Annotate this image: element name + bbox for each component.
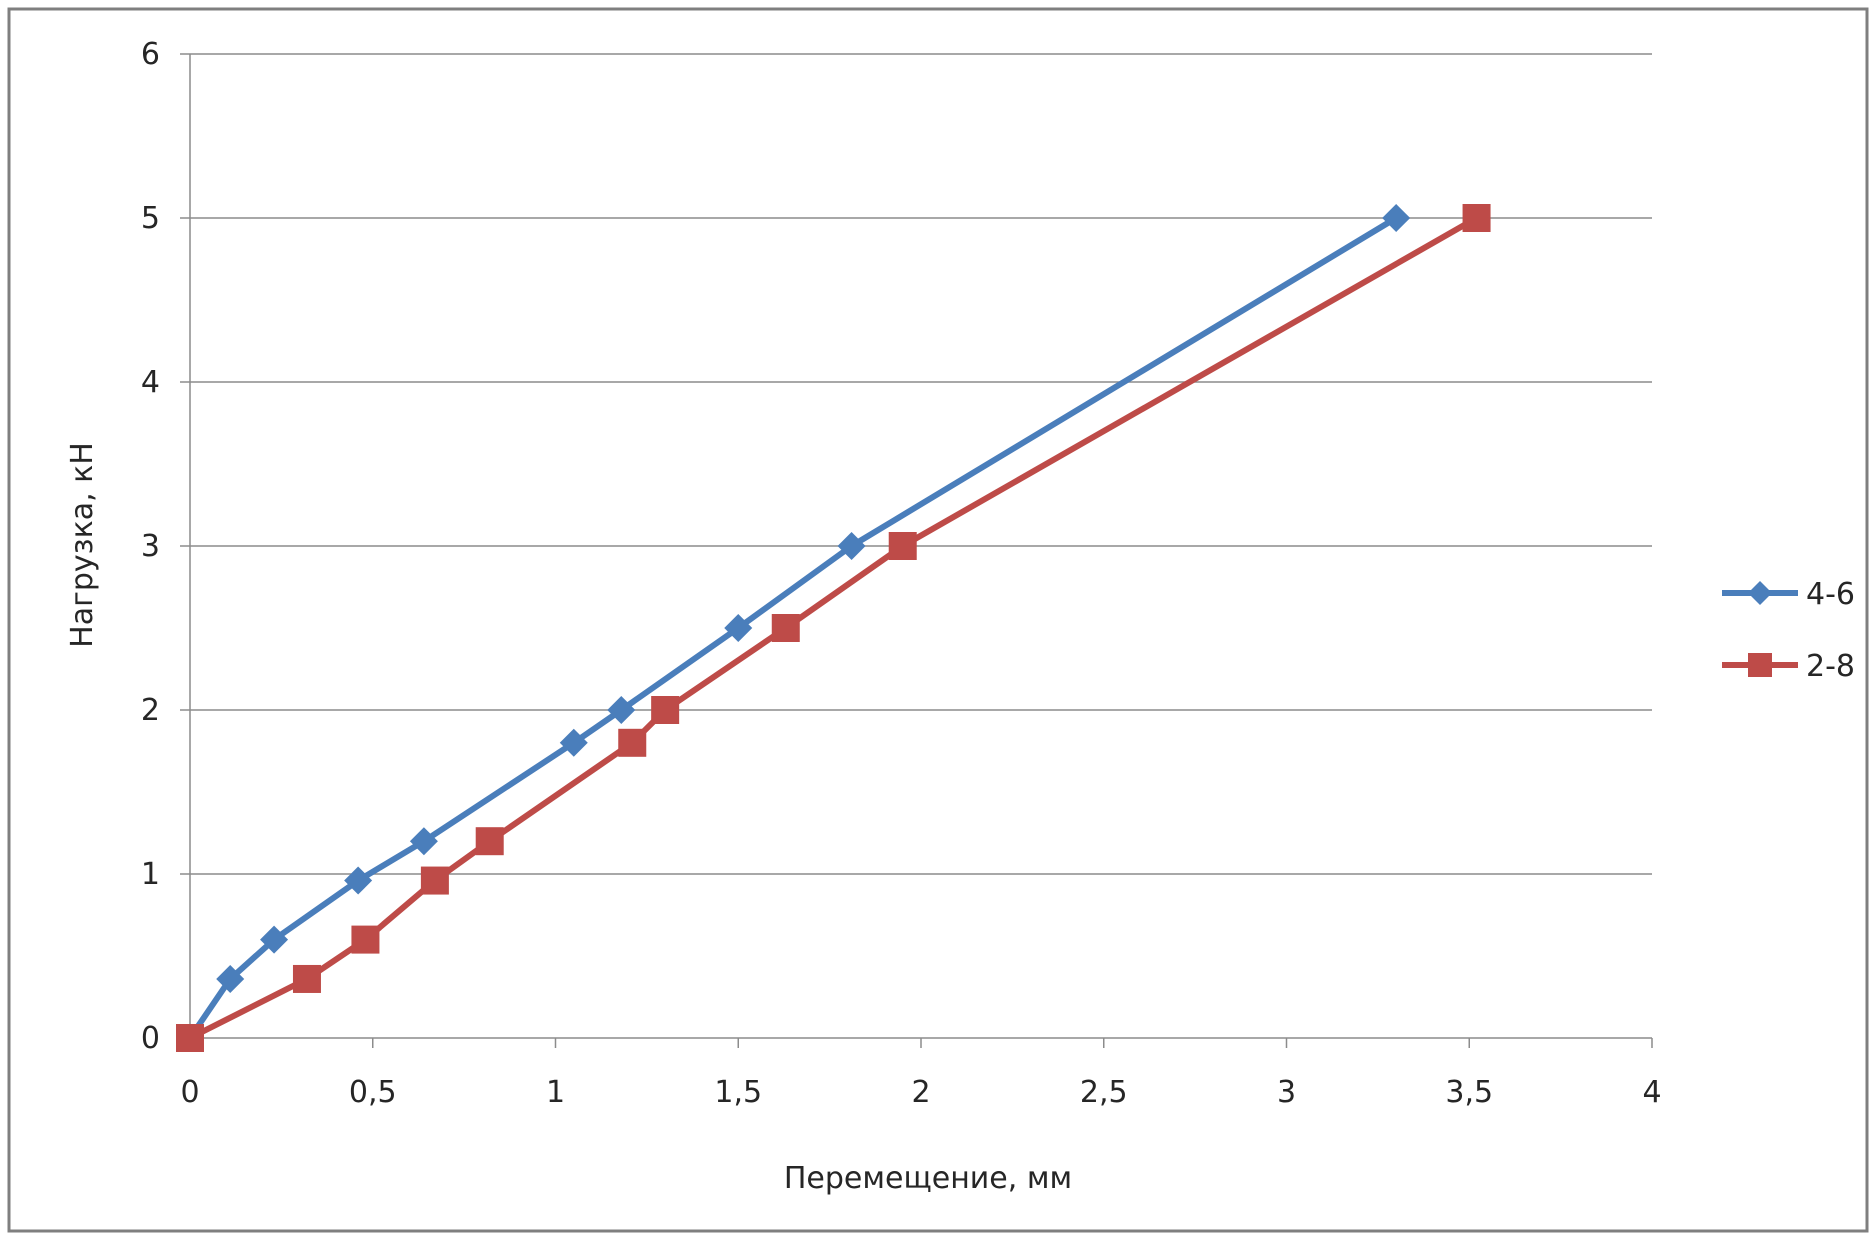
data-point	[475, 827, 504, 856]
series-line	[187, 215, 1480, 1041]
y-tick-label: 2	[141, 693, 160, 728]
data-point	[292, 964, 321, 993]
x-tick-label: 0	[180, 1075, 199, 1110]
x-tick-label: 4	[1642, 1075, 1661, 1110]
data-point	[651, 696, 680, 724]
y-tick-label: 6	[141, 37, 160, 72]
data-point	[618, 728, 647, 757]
gridlines	[190, 53, 1652, 875]
data-point	[888, 532, 917, 560]
x-tick-label: 0,5	[349, 1075, 397, 1110]
markers-2-8	[176, 204, 1491, 1052]
y-tick-label: 1	[141, 857, 160, 892]
legend-label: 4-6	[1806, 577, 1855, 612]
series-group	[176, 204, 1491, 1052]
y-tick-label: 3	[141, 529, 160, 564]
y-tick-label: 5	[141, 201, 160, 236]
data-point	[351, 925, 380, 954]
data-point	[1382, 204, 1411, 232]
data-point	[420, 866, 449, 895]
data-point	[409, 827, 438, 856]
legend-item: 2-8	[1722, 649, 1855, 684]
tick-labels: 0 1 2 3 4 5 6 0 0,5 1 1,5 2 2,5 3 3,5 4	[141, 37, 1662, 1110]
data-point	[607, 696, 636, 724]
legend-label: 2-8	[1806, 649, 1855, 684]
axes	[180, 53, 1653, 1048]
data-point	[559, 728, 588, 757]
x-tick-label: 1	[546, 1075, 565, 1110]
x-tick-label: 3,5	[1445, 1075, 1493, 1110]
legend-item: 4-6	[1722, 577, 1855, 612]
y-tick-label: 0	[141, 1021, 160, 1056]
series-line	[187, 215, 1400, 1041]
data-point	[724, 614, 753, 642]
x-tick-label: 2	[911, 1075, 930, 1110]
x-tick-label: 3	[1277, 1075, 1296, 1110]
legend-marker	[1748, 653, 1772, 677]
legend: 4-6 2-8	[1722, 577, 1855, 684]
data-point	[216, 964, 245, 993]
x-axis-title: Перемещение, мм	[784, 1161, 1072, 1196]
data-point	[771, 614, 800, 642]
x-tick-label: 1,5	[714, 1075, 762, 1110]
chart-frame	[7, 7, 1869, 1233]
data-point	[344, 866, 373, 895]
series-4-6	[187, 215, 1400, 1041]
data-point	[260, 925, 289, 954]
legend-marker	[1748, 581, 1772, 605]
y-tick-label: 4	[141, 365, 160, 400]
data-point	[1462, 204, 1491, 232]
x-tick-label: 2,5	[1080, 1075, 1128, 1110]
data-point	[176, 1024, 204, 1052]
data-point	[837, 532, 866, 560]
series-2-8	[187, 215, 1480, 1041]
y-axis-title: Нагрузка, кН	[65, 442, 100, 648]
